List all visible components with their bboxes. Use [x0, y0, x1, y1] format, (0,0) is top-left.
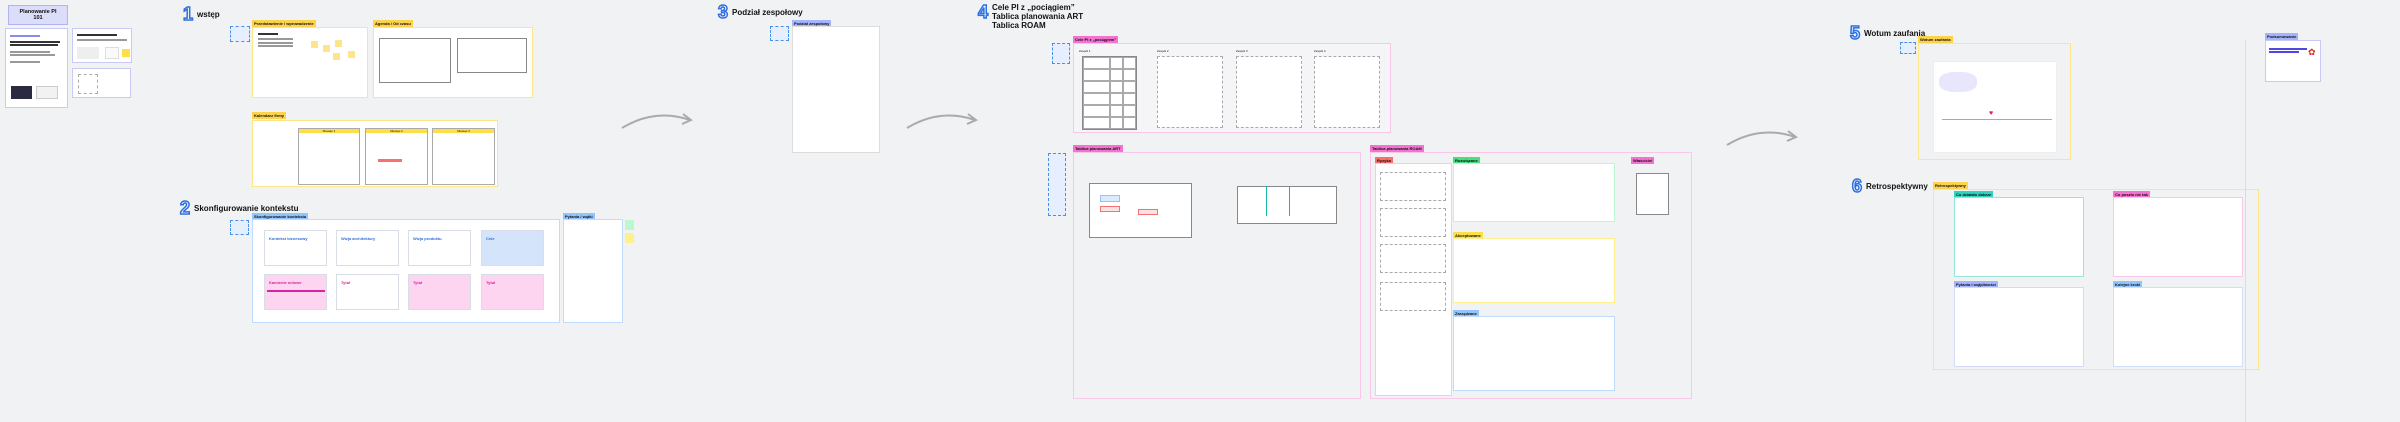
team-label: Zespół 3 [1236, 49, 1248, 53]
roam-label: Zarządzane [1453, 310, 1479, 317]
roam-label: Rozwiązane [1453, 157, 1480, 164]
vote-frame[interactable]: ♥ [1918, 43, 2071, 160]
section-5-heading: 5 Wotum zaufania [1849, 23, 1926, 43]
context-card[interactable]: Wizja architektury [336, 230, 399, 266]
section-2-heading: 2 Skonfigurowanie kontekstu [179, 198, 299, 218]
resolved-column[interactable] [1453, 163, 1615, 222]
risks-column[interactable] [1375, 163, 1452, 396]
roam-label: Ryzyka [1375, 157, 1393, 164]
frame-label: Wotum zaufania [1918, 36, 1953, 43]
context-frame[interactable]: Kontekst biznesowy Wizja architektury Wi… [252, 219, 560, 323]
board-title-card[interactable]: Planowanie PI 101 [8, 5, 68, 25]
frame-label: Podsumowanie [2265, 33, 2299, 40]
frame-label: Agenda / Od czasu [373, 20, 413, 27]
section-6-heading: 6 Retrospektywny [1851, 176, 1928, 196]
frame-label: Skonfigurowanie kontekstu [252, 213, 309, 220]
thumbnail-image [11, 86, 32, 99]
frame-label: Cele PI z „pociągiem” [1073, 36, 1119, 43]
section-3-heading: 3 Podział zespołowy [717, 2, 803, 22]
art-board-frame[interactable] [1073, 152, 1361, 399]
team-label: Zespół 4 [1314, 49, 1326, 53]
context-card[interactable]: Wizja produktu [408, 230, 471, 266]
month-header: Miesiąc 1 [299, 129, 359, 133]
flow-arrow [621, 113, 693, 129]
icon-legend[interactable] [1900, 42, 1916, 54]
icon-legend[interactable] [770, 26, 789, 41]
context-card[interactable]: Kamienie milowe [264, 274, 327, 310]
frame-label: Podział zespołowy [792, 20, 832, 27]
flow-arrow [1726, 130, 1798, 146]
context-card[interactable]: Tytuł [481, 274, 544, 310]
overview-card[interactable] [5, 28, 68, 108]
frame-label: Pytania / wątki [563, 213, 595, 220]
questions-frame[interactable] [563, 219, 623, 323]
accepted-column[interactable] [1453, 238, 1615, 303]
retro-label: Co poszło nie tak [2113, 191, 2150, 198]
calendar-frame[interactable]: Miesiąc 1 Miesiąc 2 Miesiąc 3 [252, 120, 498, 187]
vote-board[interactable]: ♥ [1933, 61, 2057, 153]
instructions-card[interactable] [72, 28, 132, 63]
retro-box[interactable] [2113, 197, 2243, 277]
context-card[interactable]: Tytuł [336, 274, 399, 310]
frame-label: Tablica planowania ROAM [1370, 145, 1424, 152]
intro-frame[interactable] [252, 27, 368, 98]
icon-legend[interactable] [230, 220, 249, 235]
divider [2245, 40, 2246, 422]
retro-label: Kolejne kroki [2113, 281, 2143, 288]
retro-label: Pytania i wątpliwości [1954, 281, 1999, 288]
frame-label: Kalendarz firmy [252, 112, 287, 119]
teams-frame[interactable] [792, 26, 880, 153]
summary-frame[interactable]: ✿ [2265, 40, 2321, 82]
roam-label: Właściciel [1631, 157, 1655, 164]
section-1-heading: 1 wstęp [182, 4, 220, 24]
team-goals-box[interactable] [1236, 56, 1302, 128]
thumbnail-image [36, 86, 58, 99]
icon-legend[interactable] [1052, 43, 1070, 64]
icon-legend[interactable] [1048, 153, 1066, 216]
context-card[interactable]: Cele [481, 230, 544, 266]
section-4-heading: 4 Cele PI z „pociągiem” Tablica planowania… [977, 2, 1084, 31]
month-header: Miesiąc 3 [433, 129, 494, 133]
frame-label: Przedstawienie / wprowadzenie [252, 20, 316, 27]
team-goals-box[interactable] [1157, 56, 1223, 128]
retro-frame[interactable]: Co działało dobrze Co poszło nie tak Pyt… [1933, 189, 2259, 370]
retro-box[interactable] [2113, 287, 2243, 367]
roam-board-frame[interactable]: Ryzyka Rozwiązane Właściciel Akceptowane… [1370, 152, 1692, 399]
retro-label: Co działało dobrze [1954, 191, 1994, 198]
frame-label: Tablica planowania ART [1073, 145, 1123, 152]
team-label: Zespół 1 [1079, 49, 1091, 53]
frame-label: Retrospektywny [1933, 182, 1968, 189]
context-card[interactable]: Kontekst biznesowy [264, 230, 327, 266]
month-header: Miesiąc 2 [366, 129, 427, 133]
team-goals-box[interactable] [1314, 56, 1380, 128]
team-label: Zespół 2 [1157, 49, 1169, 53]
retro-box[interactable] [1954, 287, 2084, 367]
agenda-frame[interactable] [373, 27, 533, 98]
icon-legend[interactable] [230, 26, 250, 42]
diagram-card[interactable] [72, 68, 131, 98]
retro-box[interactable] [1954, 197, 2084, 277]
roam-label: Akceptowane [1453, 232, 1483, 239]
context-card[interactable]: Tytuł [408, 274, 471, 310]
pi-goals-frame[interactable]: Zespół 1 Zespół 2 Zespół 3 Zespół 4 [1073, 43, 1391, 133]
managed-column[interactable] [1453, 316, 1615, 391]
flow-arrow [906, 113, 978, 129]
